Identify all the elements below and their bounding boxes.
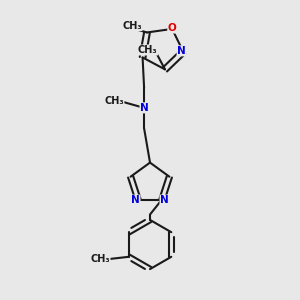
Text: N: N [131, 195, 140, 205]
Text: N: N [177, 46, 186, 56]
Text: CH₃: CH₃ [104, 96, 124, 106]
Text: CH₃: CH₃ [90, 254, 110, 265]
Text: CH₃: CH₃ [122, 21, 142, 31]
Text: CH₃: CH₃ [138, 45, 158, 55]
Text: N: N [140, 103, 149, 113]
Text: N: N [160, 195, 169, 205]
Text: O: O [168, 23, 176, 33]
